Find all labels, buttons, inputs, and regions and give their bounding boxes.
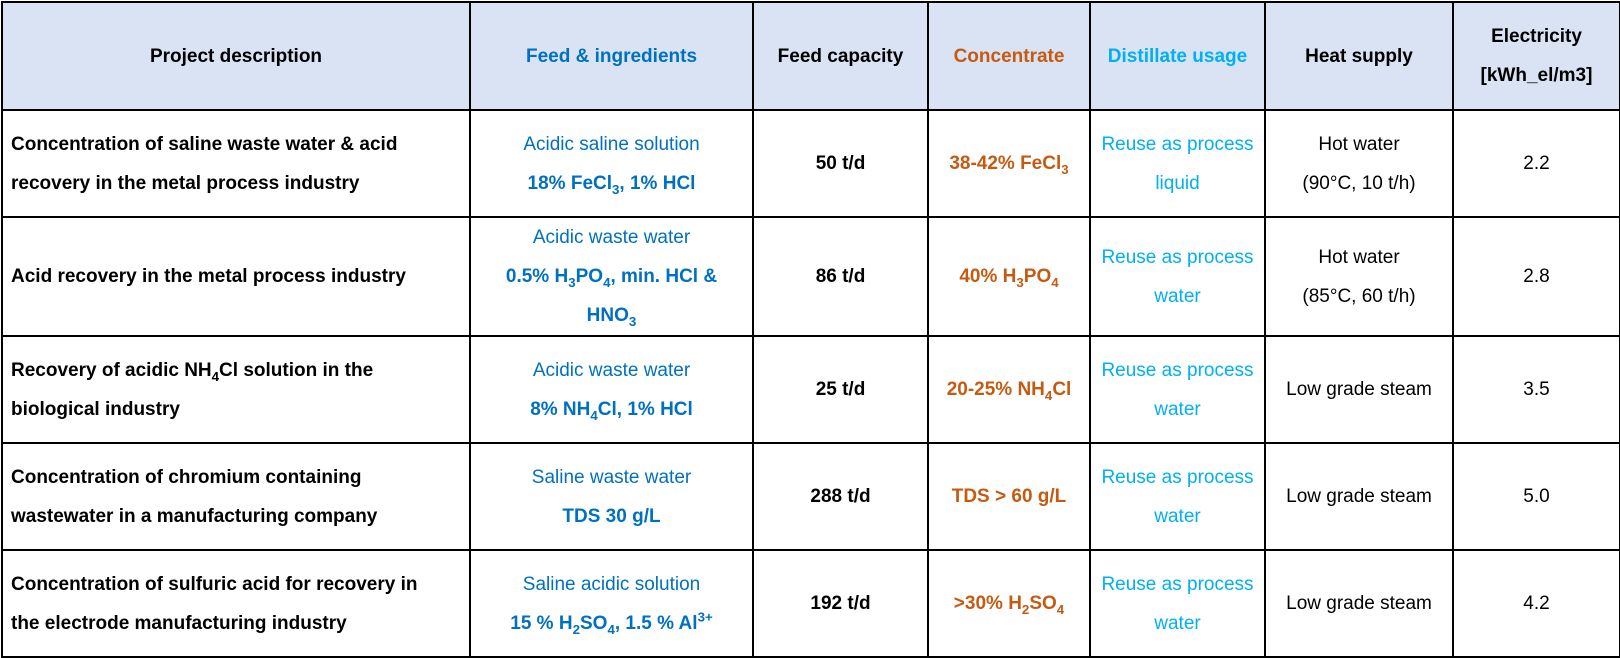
table-row: Acid recovery in the metal process indus…: [1, 216, 1620, 337]
feed-type: Acidic waste water: [532, 227, 691, 248]
distillate-usage: Reuse as process liquid: [1089, 109, 1266, 218]
table-row: Recovery of acidic NH4Cl solution in the…: [1, 335, 1620, 444]
feed-capacity: 86 t/d: [752, 216, 929, 337]
feed-ingredients: Acidic waste water 0.5% H3PO4, min. HCl …: [469, 216, 754, 337]
distillate-usage: Reuse as process water: [1089, 442, 1266, 551]
feed-detail: 0.5% H3PO4, min. HCl & HNO3: [505, 266, 718, 329]
header-electricity-line1: Electricity: [1491, 26, 1582, 47]
feed-ingredients: Saline acidic solution 15 % H2SO4, 1.5 %…: [469, 549, 754, 658]
project-description: Acid recovery in the metal process indus…: [1, 216, 471, 337]
header-concentrate: Concentrate: [927, 1, 1091, 111]
header-distillate: Distillate usage: [1089, 1, 1266, 111]
header-feed: Feed & ingredients: [469, 1, 754, 111]
heat-supply: Low grade steam: [1264, 335, 1454, 444]
header-row: Project description Feed & ingredients F…: [1, 1, 1620, 111]
heat-supply: Low grade steam: [1264, 442, 1454, 551]
feed-type: Acidic waste water: [532, 359, 691, 381]
feed-detail: 18% FeCl3, 1% HCl: [527, 172, 696, 197]
electricity: 2.2: [1452, 109, 1620, 218]
concentrate: 20-25% NH4Cl: [927, 335, 1091, 444]
desc-line: recovery in the metal process industry: [11, 172, 360, 194]
header-project: Project description: [1, 1, 471, 111]
concentrate: >30% H2SO4: [927, 549, 1091, 658]
concentrate: 38-42% FeCl3: [927, 109, 1091, 218]
project-description: Concentration of chromium containing was…: [1, 442, 471, 551]
desc-line: the electrode manufacturing industry: [11, 612, 347, 634]
header-electricity-line2: [kWh_el/m3]: [1480, 65, 1593, 86]
desc-line: biological industry: [11, 398, 180, 420]
concentrate: 40% H3PO4: [927, 216, 1091, 337]
electricity: 2.8: [1452, 216, 1620, 337]
desc-line: Acid recovery in the metal process indus…: [11, 266, 406, 287]
distillate-usage: Reuse as process water: [1089, 549, 1266, 658]
feed-ingredients: Acidic saline solution 18% FeCl3, 1% HCl: [469, 109, 754, 218]
table-row: Concentration of sulfuric acid for recov…: [1, 549, 1620, 658]
distillate-usage: Reuse as process water: [1089, 216, 1266, 337]
concentrate: TDS > 60 g/L: [927, 442, 1091, 551]
electricity: 5.0: [1452, 442, 1620, 551]
project-description: Recovery of acidic NH4Cl solution in the…: [1, 335, 471, 444]
project-description: Concentration of saline waste water & ac…: [1, 109, 471, 218]
feed-capacity: 50 t/d: [752, 109, 929, 218]
electricity: 3.5: [1452, 335, 1620, 444]
feed-capacity: 288 t/d: [752, 442, 929, 551]
desc-line: wastewater in a manufacturing company: [11, 505, 378, 527]
feed-type: Saline waste water: [531, 466, 692, 488]
header-capacity: Feed capacity: [752, 1, 929, 111]
feed-detail: 15 % H2SO4, 1.5 % Al3+: [510, 609, 713, 637]
header-heat: Heat supply: [1264, 1, 1454, 111]
desc-line: Concentration of sulfuric acid for recov…: [11, 573, 418, 595]
feed-capacity: 192 t/d: [752, 549, 929, 658]
desc-line: Concentration of saline waste water & ac…: [11, 133, 398, 155]
feed-detail: 8% NH4Cl, 1% HCl: [530, 398, 693, 423]
table-row: Concentration of saline waste water & ac…: [1, 109, 1620, 218]
heat-supply: Hot water (85°C, 60 t/h): [1264, 216, 1454, 337]
feed-capacity: 25 t/d: [752, 335, 929, 444]
desc-line: Concentration of chromium containing: [11, 466, 362, 488]
feed-detail: TDS 30 g/L: [562, 505, 661, 527]
header-electricity: Electricity [kWh_el/m3]: [1452, 1, 1620, 111]
feed-type: Saline acidic solution: [522, 573, 701, 595]
project-description: Concentration of sulfuric acid for recov…: [1, 549, 471, 658]
electricity: 4.2: [1452, 549, 1620, 658]
distillate-usage: Reuse as process water: [1089, 335, 1266, 444]
heat-supply: Hot water (90°C, 10 t/h): [1264, 109, 1454, 218]
table-row: Concentration of chromium containing was…: [1, 442, 1620, 551]
desc-line: Recovery of acidic NH4Cl solution in the: [11, 359, 374, 384]
feed-ingredients: Saline waste water TDS 30 g/L: [469, 442, 754, 551]
heat-supply: Low grade steam: [1264, 549, 1454, 658]
feed-type: Acidic saline solution: [523, 133, 700, 155]
feed-ingredients: Acidic waste water 8% NH4Cl, 1% HCl: [469, 335, 754, 444]
